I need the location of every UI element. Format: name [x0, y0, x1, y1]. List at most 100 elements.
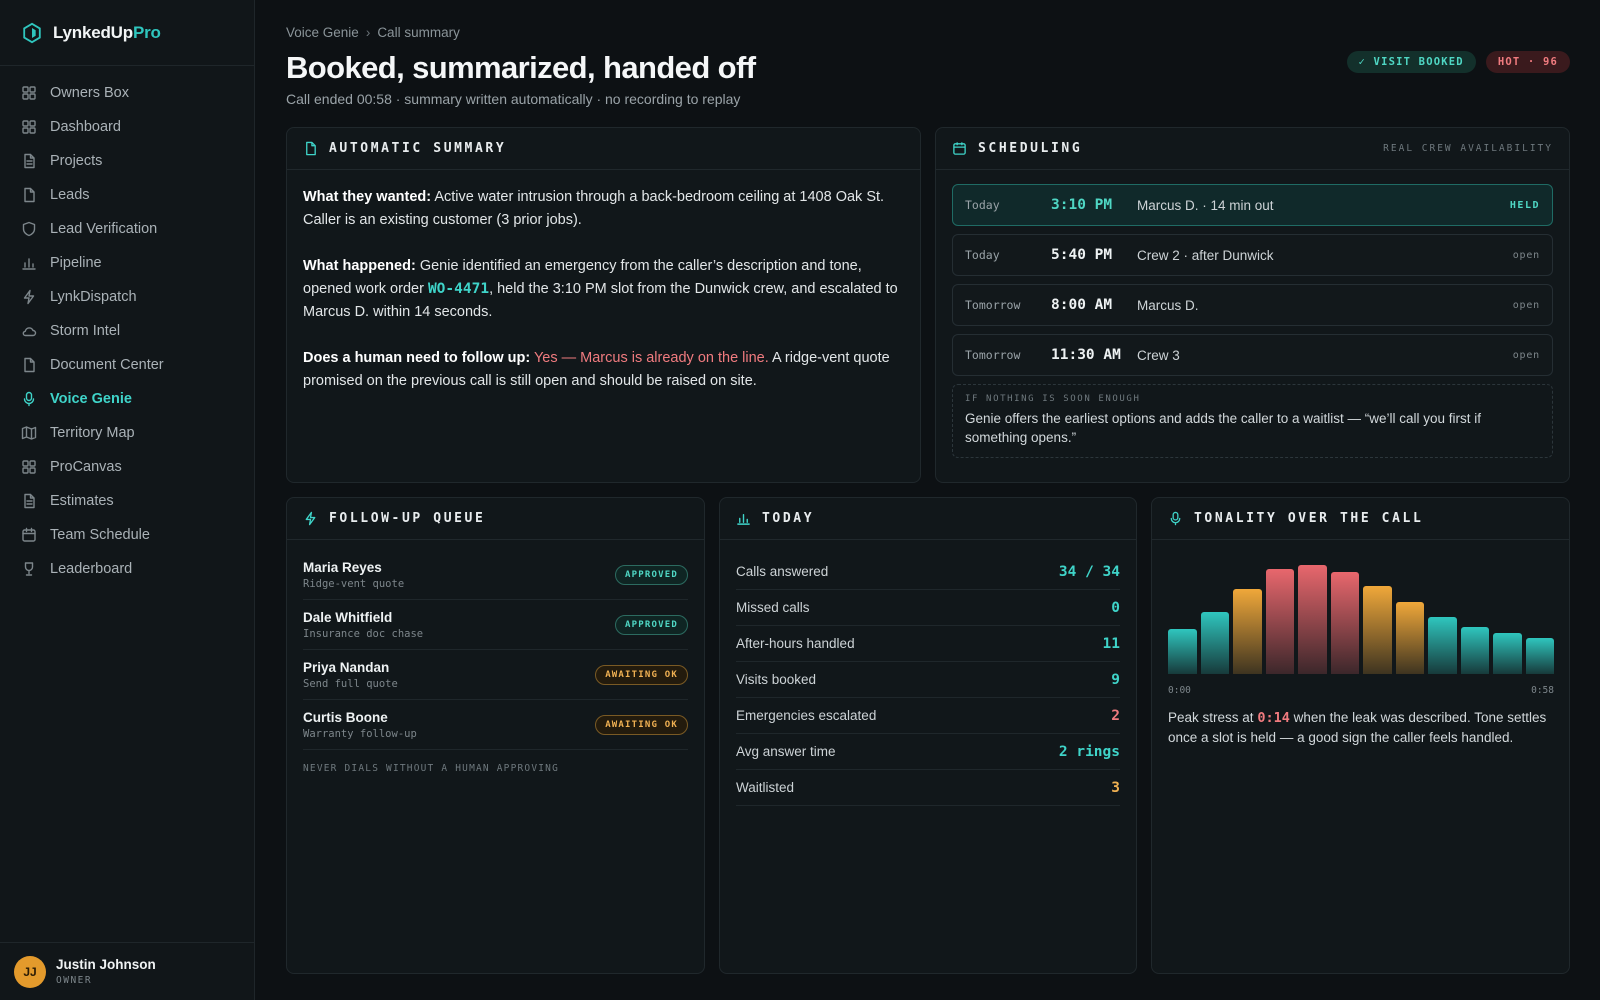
queue-task: Send full quote: [303, 677, 398, 690]
slot-day: Today: [965, 198, 1000, 212]
cloud-icon: [22, 327, 37, 337]
today-stats-header: TODAY: [720, 498, 1136, 540]
sidebar-item-pipeline[interactable]: Pipeline: [0, 246, 254, 280]
scheduling-card: SCHEDULING REAL CREW AVAILABILITY Today 3…: [935, 127, 1570, 483]
tonality-description: Peak stress at 0:14 when the leak was de…: [1168, 710, 1547, 745]
sidebar-item-voice-genie[interactable]: Voice Genie: [0, 382, 254, 416]
slot-status: open: [1512, 299, 1540, 311]
user-name: Justin Johnson: [56, 957, 156, 972]
sidebar-item-leads[interactable]: Leads: [0, 178, 254, 212]
axis-start-label: 0:00: [1168, 685, 1191, 696]
schedule-slot[interactable]: Today 3:10 PM Marcus D. · 14 min out HELD: [952, 184, 1553, 226]
followup-queue-header: FOLLOW-UP QUEUE: [287, 498, 704, 540]
avatar: JJ: [14, 955, 46, 988]
tonality-bar: [1265, 569, 1294, 674]
work-order-link[interactable]: WO-4471: [427, 281, 490, 297]
schedule-slot[interactable]: Tomorrow 11:30 AM Crew 3 open: [952, 334, 1553, 376]
sidebar-item-label: Lead Verification: [50, 221, 158, 237]
scheduling-card-title: SCHEDULING: [978, 141, 1083, 156]
tonality-bar: [1200, 612, 1229, 674]
sidebar-nav: Owners Box Dashboard Projects Leads Lead Ver…: [0, 66, 254, 586]
document-icon: [24, 153, 35, 169]
stat-label: Calls answered: [736, 564, 829, 579]
axis-end-label: 0:58: [1531, 685, 1554, 696]
stat-row: Avg answer time 2 rings: [736, 734, 1120, 770]
breadcrumb-parent[interactable]: Voice Genie: [286, 25, 359, 40]
microphone-icon: [1170, 511, 1181, 526]
sidebar-item-lynkdispatch[interactable]: LynkDispatch: [0, 280, 254, 314]
grid-icon: [22, 460, 36, 474]
grid-icon: [22, 120, 36, 134]
file-icon: [24, 187, 35, 203]
summary-card-header: AUTOMATIC SUMMARY: [287, 128, 920, 170]
tonality-bar: [1168, 629, 1197, 674]
tonality-axis: 0:00 0:58: [1168, 685, 1554, 696]
stat-value: 0: [1111, 599, 1120, 616]
tonality-bar: [1460, 627, 1489, 674]
followup-queue-title: FOLLOW-UP QUEUE: [329, 511, 486, 526]
sidebar-item-lead-verification[interactable]: Lead Verification: [0, 212, 254, 246]
stat-label: Waitlisted: [736, 780, 795, 795]
slot-time: 8:00 AM: [1051, 297, 1113, 313]
breadcrumb: Voice Genie › Call summary: [286, 25, 460, 40]
sidebar-item-owners-box[interactable]: Owners Box: [0, 76, 254, 110]
bar-chart-icon: [737, 514, 750, 525]
tonality-bar: [1233, 589, 1262, 674]
summary-card: AUTOMATIC SUMMARY What they wanted: Acti…: [286, 127, 921, 483]
queue-item[interactable]: Priya Nandan Send full quote AWAITING OK: [303, 650, 688, 700]
queue-item[interactable]: Maria Reyes Ridge-vent quote APPROVED: [303, 550, 688, 600]
breadcrumb-current: Call summary: [377, 25, 460, 40]
tonality-title: TONALITY OVER THE CALL: [1194, 511, 1424, 526]
breadcrumb-separator: ›: [365, 25, 371, 40]
sidebar-item-label: Voice Genie: [50, 391, 132, 407]
stat-row: Visits booked 9: [736, 662, 1120, 698]
slot-crew: Crew 2 · after Dunwick: [1137, 247, 1274, 263]
fallback-text: Genie offers the earliest options and ad…: [965, 411, 1481, 445]
sidebar-item-label: Leaderboard: [50, 561, 133, 577]
schedule-slot[interactable]: Today 5:40 PM Crew 2 · after Dunwick open: [952, 234, 1553, 276]
sidebar-item-dashboard[interactable]: Dashboard: [0, 110, 254, 144]
queue-status-badge: APPROVED: [615, 564, 688, 585]
user-role: OWNER: [56, 975, 93, 986]
sidebar-item-leaderboard[interactable]: Leaderboard: [0, 552, 254, 586]
slot-status: open: [1512, 249, 1540, 261]
sidebar-item-document-center[interactable]: Document Center: [0, 348, 254, 382]
sidebar-item-label: Dashboard: [50, 119, 121, 135]
slot-time: 11:30 AM: [1051, 347, 1121, 363]
tonality-bar: [1363, 586, 1392, 674]
sidebar-item-label: Pipeline: [50, 255, 102, 271]
brand[interactable]: LynkedUpPro: [0, 0, 254, 66]
stat-value: 2 rings: [1058, 743, 1120, 760]
sidebar-item-territory-map[interactable]: Territory Map: [0, 416, 254, 450]
sidebar-item-label: ProCanvas: [50, 459, 122, 475]
schedule-slot[interactable]: Tomorrow 8:00 AM Marcus D. open: [952, 284, 1553, 326]
calendar-icon: [22, 527, 36, 542]
slot-crew: Crew 3: [1137, 347, 1180, 363]
stat-row: Missed calls 0: [736, 590, 1120, 626]
stat-value: 9: [1111, 671, 1120, 688]
stat-label: Emergencies escalated: [736, 708, 877, 723]
sidebar-item-label: Owners Box: [50, 85, 129, 101]
sidebar-item-procanvas[interactable]: ProCanvas: [0, 450, 254, 484]
sidebar-item-estimates[interactable]: Estimates: [0, 484, 254, 518]
user-profile[interactable]: JJ Justin Johnson OWNER: [0, 942, 255, 1000]
slot-time: 3:10 PM: [1051, 197, 1113, 213]
sidebar-item-label: Projects: [50, 153, 103, 169]
map-icon: [21, 426, 37, 440]
summary-body: What they wanted: Active water intrusion…: [287, 170, 920, 432]
queue-contact-name: Dale Whitfield: [303, 609, 393, 625]
visit-booked-badge: ✓ VISIT BOOKED: [1346, 51, 1476, 73]
stat-row: After-hours handled 11: [736, 626, 1120, 662]
slot-day: Today: [965, 248, 1000, 262]
queue-item[interactable]: Dale Whitfield Insurance doc chase APPROVE…: [303, 600, 688, 650]
sidebar-item-projects[interactable]: Projects: [0, 144, 254, 178]
summary-happened: What happened: Genie identified an emerg…: [303, 258, 898, 320]
summary-wanted: What they wanted: Active water intrusion…: [303, 189, 885, 228]
sidebar-item-label: Territory Map: [50, 425, 135, 441]
summary-followup: Does a human need to follow up: Yes — Ma…: [303, 350, 890, 389]
queue-task: Warranty follow-up: [303, 727, 417, 740]
sidebar-item-storm-intel[interactable]: Storm Intel: [0, 314, 254, 348]
queue-item[interactable]: Curtis Boone Warranty follow-up AWAITING O…: [303, 700, 688, 750]
queue-contact-name: Maria Reyes: [303, 559, 382, 575]
sidebar-item-team-schedule[interactable]: Team Schedule: [0, 518, 254, 552]
